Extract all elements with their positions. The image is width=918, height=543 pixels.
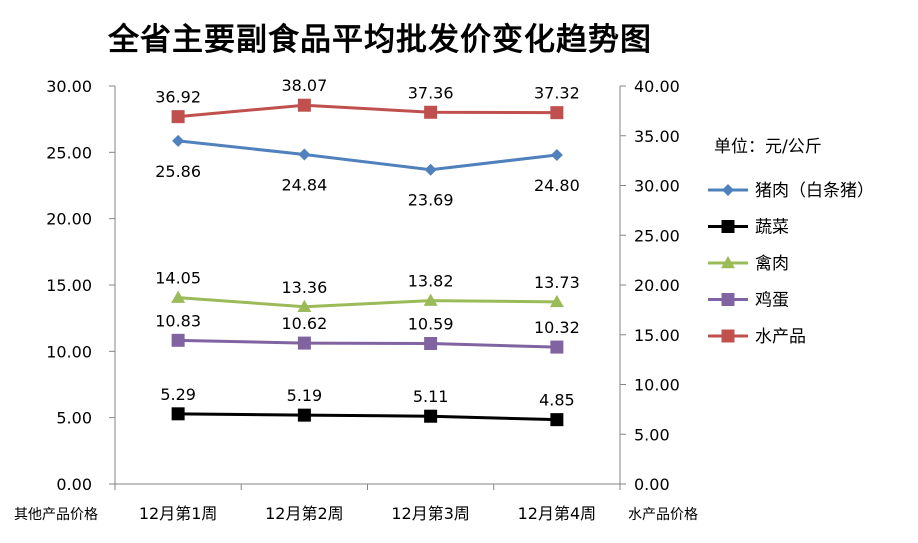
- legend-label: 蔬菜: [755, 218, 789, 238]
- x-tick-label: 12月第2周: [265, 504, 344, 523]
- legend-item: 蔬菜: [708, 218, 789, 238]
- right-tick-label: 15.00: [634, 326, 680, 345]
- data-label: 5.11: [413, 387, 449, 406]
- data-point: [550, 340, 564, 354]
- data-label: 13.36: [281, 278, 327, 297]
- data-label: 10.62: [281, 314, 327, 333]
- series-1: [171, 407, 564, 427]
- data-point: [172, 134, 185, 147]
- data-point: [171, 290, 186, 303]
- series-line: [177, 103, 557, 119]
- series-line: [178, 338, 557, 349]
- series-2: [171, 290, 564, 313]
- left-tick-label: 20.00: [46, 210, 92, 229]
- data-point: [297, 299, 312, 313]
- data-point: [297, 336, 311, 350]
- data-point: [424, 409, 438, 423]
- data-label: 37.32: [534, 84, 580, 103]
- legend-item: 鸡蛋: [708, 291, 789, 311]
- legend-swatch-marker: [721, 293, 735, 306]
- right-tick-label: 35.00: [634, 127, 680, 146]
- right-tick-label: 10.00: [634, 376, 680, 395]
- data-label: 25.86: [155, 162, 201, 181]
- data-point: [550, 413, 564, 427]
- legend-item: 水产品: [708, 327, 806, 347]
- data-labels: 25.86 24.84 23.69 24.80 5.29 5.19 5.11 4.85 14.0…: [155, 76, 580, 409]
- legend-label: 鸡蛋: [755, 291, 789, 311]
- series-line: [177, 139, 558, 172]
- data-label: 5.19: [287, 386, 323, 405]
- data-point: [298, 148, 311, 161]
- left-tick-label: 25.00: [46, 143, 92, 162]
- series-3: [171, 333, 564, 354]
- right-tick-label: 20.00: [634, 276, 680, 295]
- left-tick-label: 0.00: [56, 475, 92, 494]
- right-tick-label: 40.00: [634, 77, 680, 96]
- data-label: 5.29: [160, 385, 196, 404]
- legend-swatch-marker: [721, 220, 735, 233]
- data-label: 37.36: [408, 83, 454, 102]
- legend-swatch-marker: [721, 256, 735, 269]
- data-label: 13.73: [534, 273, 580, 292]
- data-point: [423, 293, 438, 306]
- left-axis-caption: 其他产品价格: [14, 507, 98, 523]
- right-tick-label: 0.00: [634, 475, 670, 494]
- series-line: [178, 412, 557, 422]
- data-label: 4.85: [539, 391, 575, 410]
- data-label: 10.83: [155, 311, 201, 330]
- data-point: [549, 294, 564, 308]
- legend-swatch-marker: [721, 329, 735, 343]
- series-line: [178, 296, 557, 309]
- series-layer: [171, 98, 564, 427]
- data-point: [171, 407, 185, 421]
- data-label: 23.69: [408, 191, 454, 210]
- data-label: 10.59: [408, 315, 454, 334]
- data-point: [550, 106, 564, 120]
- left-tick-label: 10.00: [46, 342, 92, 361]
- left-tick-label: 15.00: [46, 276, 92, 295]
- data-point: [550, 148, 563, 161]
- data-label: 24.80: [534, 176, 580, 195]
- x-tick-label: 12月第4周: [518, 504, 597, 523]
- data-label: 10.32: [534, 318, 580, 337]
- series-4: [171, 98, 564, 124]
- data-label: 38.07: [281, 76, 327, 95]
- right-tick-label: 25.00: [634, 226, 680, 245]
- data-point: [297, 408, 311, 422]
- legend-label: 禽肉: [755, 254, 789, 274]
- x-tick-label: 12月第3周: [391, 504, 470, 523]
- x-tick-label: 12月第1周: [139, 504, 218, 523]
- legend-label: 猪肉（白条猪）: [755, 181, 874, 201]
- data-point: [424, 163, 437, 176]
- left-tick-label: 30.00: [46, 77, 92, 96]
- left-tick-label: 5.00: [56, 409, 92, 428]
- legend-label: 水产品: [755, 327, 806, 347]
- chart-title: 全省主要副食品平均批发价变化趋势图: [108, 22, 652, 58]
- right-axis-caption: 水产品价格: [628, 507, 698, 523]
- right-tick-label: 30.00: [634, 177, 680, 196]
- legend-swatch-marker: [722, 184, 734, 196]
- legend-item: 猪肉（白条猪）: [708, 181, 874, 201]
- data-point: [424, 105, 438, 119]
- data-point: [424, 337, 438, 351]
- axes: 0.00 5.00 10.00 15.00 20.00 25.00 30.00 0.00 5.0…: [14, 77, 698, 523]
- data-point: [171, 110, 185, 124]
- series-0: [172, 134, 563, 176]
- right-tick-label: 5.00: [634, 425, 670, 444]
- data-label: 36.92: [155, 88, 201, 107]
- data-label: 14.05: [155, 269, 201, 288]
- legend-item: 禽肉: [708, 254, 789, 274]
- data-label: 13.82: [408, 272, 454, 291]
- data-point: [297, 98, 311, 112]
- unit-note: 单位：元/公斤: [714, 137, 822, 157]
- data-label: 24.84: [281, 175, 327, 194]
- data-point: [171, 333, 185, 347]
